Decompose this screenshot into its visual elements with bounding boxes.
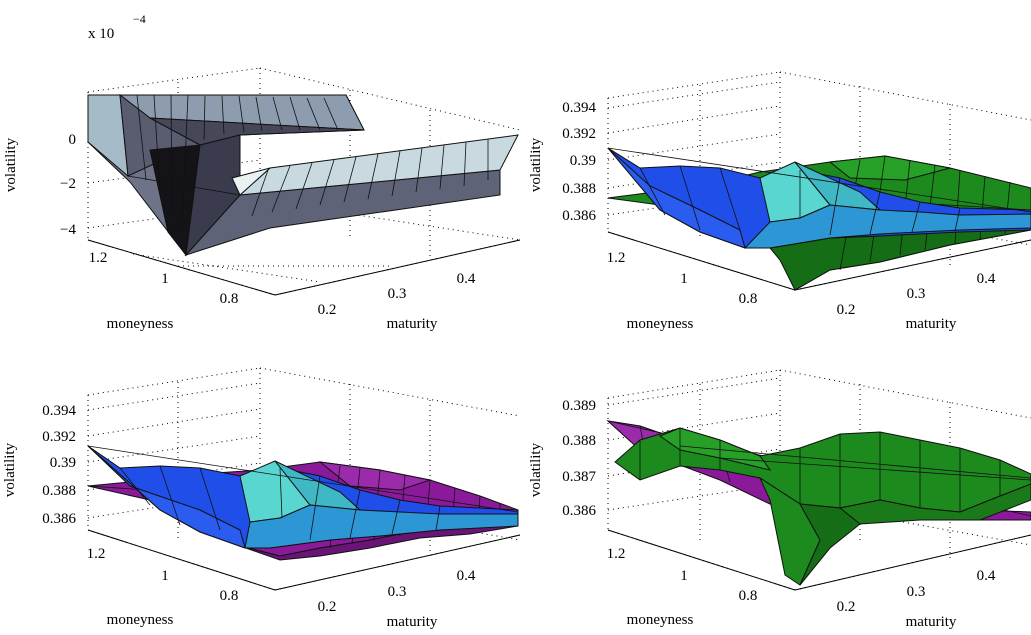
- z-tick-label: 0.394: [42, 403, 76, 419]
- surface-facet: [184, 169, 501, 257]
- y-ticks: 1.2 1 0.8: [89, 250, 239, 307]
- y-tick-label: 1: [680, 271, 688, 287]
- y-tick-label: 0.8: [220, 588, 239, 604]
- z-ticks: 0.389 0.388 0.387 0.386: [562, 398, 596, 519]
- y-tick-label: 1.2: [89, 250, 108, 266]
- ylabel: moneyness: [627, 612, 694, 628]
- exponent-base: x 10: [88, 26, 114, 42]
- x-ticks: 0.2 0.3 0.4: [837, 271, 996, 318]
- x-tick-label: 0.4: [457, 271, 476, 287]
- z-tick-label: 0.388: [42, 483, 76, 499]
- x-tick-label: 0.2: [318, 599, 337, 615]
- y-ticks: 1.2 1 0.8: [607, 546, 758, 604]
- x-tick-label: 0.4: [457, 568, 476, 584]
- surface-facet: [743, 204, 1031, 249]
- z-tick-label: 0.39: [570, 153, 596, 169]
- zlabel: volatility: [3, 137, 19, 192]
- surface-facet: [231, 167, 271, 196]
- ylabel: moneyness: [627, 316, 694, 332]
- zlabel: volatility: [528, 442, 544, 497]
- surface-ribs: [127, 94, 489, 231]
- x-tick-label: 0.3: [907, 584, 926, 600]
- surface-blue: [87, 445, 519, 549]
- z-tick-label: 0.392: [562, 126, 596, 142]
- panel-2: 0.394 0.392 0.39 0.388 0.386 1.2 1 0.8 0…: [528, 71, 1031, 332]
- surface-ribs: [607, 147, 1031, 236]
- x-tick-label: 0.3: [907, 286, 926, 302]
- surface-bone: [87, 93, 519, 257]
- surface-ribs: [87, 445, 519, 541]
- z-tick-label: 0: [69, 132, 77, 148]
- z-ticks: 0.394 0.392 0.39 0.388 0.386: [562, 100, 596, 224]
- panel-3: 0.394 0.392 0.39 0.388 0.386 1.2 1 0.8 0…: [2, 367, 521, 630]
- x-tick-label: 0.3: [388, 584, 407, 600]
- surface-facet: [87, 445, 246, 549]
- z-tick-label: 0.389: [562, 398, 596, 414]
- axes: [87, 239, 521, 296]
- y-tick-label: 1: [161, 568, 169, 584]
- surface-facet: [607, 147, 746, 249]
- surface-green: [614, 427, 1031, 586]
- z-tick-label: 0.39: [50, 455, 76, 471]
- surface-facet: [244, 504, 519, 549]
- z-tick-label: 0.394: [562, 100, 596, 116]
- surface-blue: [607, 147, 1031, 249]
- zlabel: volatility: [528, 137, 544, 192]
- surface-facet: [318, 461, 432, 491]
- z-tick-label: 0.388: [562, 433, 596, 449]
- y-tick-label: 1: [680, 568, 688, 584]
- panel-1: x 10 −4: [3, 12, 521, 332]
- xlabel: maturity: [387, 316, 438, 332]
- exponent-power: −4: [133, 12, 146, 26]
- xlabel: maturity: [387, 614, 438, 630]
- z-tick-label: 0.388: [562, 181, 596, 197]
- surface-facet: [838, 483, 1031, 525]
- z-ticks: 0.394 0.392 0.39 0.388 0.386: [42, 403, 76, 527]
- z-tick-label: 0.387: [562, 469, 596, 485]
- y-tick-label: 1.2: [87, 546, 106, 562]
- zlabel: volatility: [2, 442, 18, 497]
- z-tick-label: 0.386: [562, 208, 596, 224]
- x-tick-label: 0.2: [837, 599, 856, 615]
- y-ticks: 1.2 1 0.8: [87, 546, 239, 604]
- z-ticks: 0 −2 −4: [60, 132, 76, 238]
- y-tick-label: 1: [161, 271, 169, 287]
- ylabel: moneyness: [107, 316, 174, 332]
- x-tick-label: 0.2: [837, 302, 856, 318]
- y-tick-label: 0.8: [220, 291, 239, 307]
- x-ticks: 0.2 0.3 0.4: [318, 271, 476, 318]
- axes: [87, 529, 521, 591]
- x-tick-label: 0.2: [318, 302, 337, 318]
- xlabel: maturity: [906, 614, 957, 630]
- z-tick-label: 0.392: [42, 429, 76, 445]
- z-tick-label: 0.386: [562, 503, 596, 519]
- x-tick-label: 0.4: [977, 271, 996, 287]
- xlabel: maturity: [906, 316, 957, 332]
- x-ticks: 0.2 0.3 0.4: [837, 568, 996, 615]
- panel-4: 0.389 0.388 0.387 0.386 1.2 1 0.8 0.2 0.…: [528, 369, 1031, 630]
- y-ticks: 1.2 1 0.8: [607, 250, 758, 307]
- y-tick-label: 1.2: [607, 546, 626, 562]
- x-tick-label: 0.4: [977, 568, 996, 584]
- axes: [607, 231, 1031, 291]
- surface-ribs: [639, 428, 1031, 512]
- x-tick-label: 0.3: [388, 286, 407, 302]
- z-tick-label: 0.386: [42, 511, 76, 527]
- ylabel: moneyness: [107, 612, 174, 628]
- y-tick-label: 0.8: [739, 588, 758, 604]
- y-tick-label: 1.2: [607, 250, 626, 266]
- y-tick-label: 0.8: [739, 291, 758, 307]
- axes: [607, 529, 1031, 591]
- z-tick-label: −2: [60, 176, 76, 192]
- z-tick-label: −4: [60, 222, 76, 238]
- x-ticks: 0.2 0.3 0.4: [318, 568, 476, 615]
